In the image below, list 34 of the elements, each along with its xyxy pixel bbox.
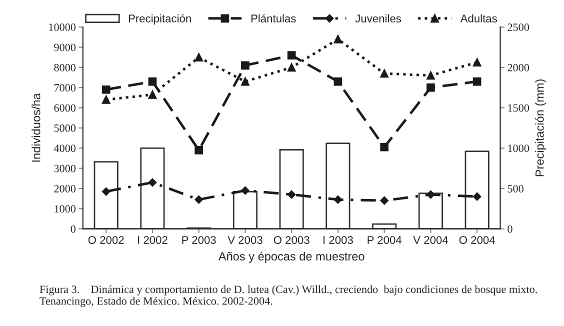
x-tick-label: O 2004: [459, 236, 495, 244]
y-tick-label: 2000: [54, 184, 76, 192]
y2-tick-label: 0: [508, 225, 512, 233]
y-tick-label: 3000: [54, 164, 76, 172]
x-tick-label: V 2004: [413, 236, 448, 244]
y-tick-label: 7000: [54, 84, 76, 92]
text: Figura 3. Dinámica y comportamiento de D. lutea (Cav.) Willd., creciendo bajo condiciones de bosque mixto. Tenancingo, Estado de México. México. 2002-2004.: [40, 285, 537, 308]
legend-label: Precipitación: [128, 14, 191, 25]
y-tick-label: 9000: [54, 44, 76, 52]
x-tick-label: O 2002: [88, 236, 124, 244]
legend-label: Plántulas: [251, 14, 296, 22]
y2-axis-title: Precipitación (mm): [534, 79, 546, 176]
x-axis-title: Años y épocas de muestreo: [218, 252, 364, 263]
y-tick-label: 6000: [54, 104, 76, 112]
y2-tick-label: 2500: [508, 24, 530, 32]
y-tick-label: 0: [70, 225, 76, 233]
legend-label: Juveniles: [355, 14, 402, 22]
y2-tick-label: 1500: [508, 104, 530, 112]
x-tick-label: P 2004: [368, 236, 402, 244]
x-tick-label: V 2003: [228, 236, 262, 244]
x-tick-label: I 2002: [138, 236, 168, 244]
y-tick-label: 8000: [54, 64, 76, 72]
y2-tick-label: 2000: [508, 64, 530, 72]
y-tick-label: 5000: [54, 124, 76, 132]
y-axis-title: Individuos/ha: [32, 93, 40, 162]
y-tick-label: 4000: [54, 144, 76, 152]
x-tick-label: I 2003: [324, 236, 353, 244]
legend-label: Adultas: [460, 14, 497, 22]
y2-tick-label: 1000: [508, 144, 530, 152]
y-tick-label: 10000: [49, 24, 76, 32]
y-tick-label: 1000: [54, 205, 76, 213]
y2-tick-label: 500: [508, 184, 524, 192]
x-tick-label: P 2003: [182, 236, 216, 244]
x-tick-label: O 2003: [274, 236, 310, 244]
